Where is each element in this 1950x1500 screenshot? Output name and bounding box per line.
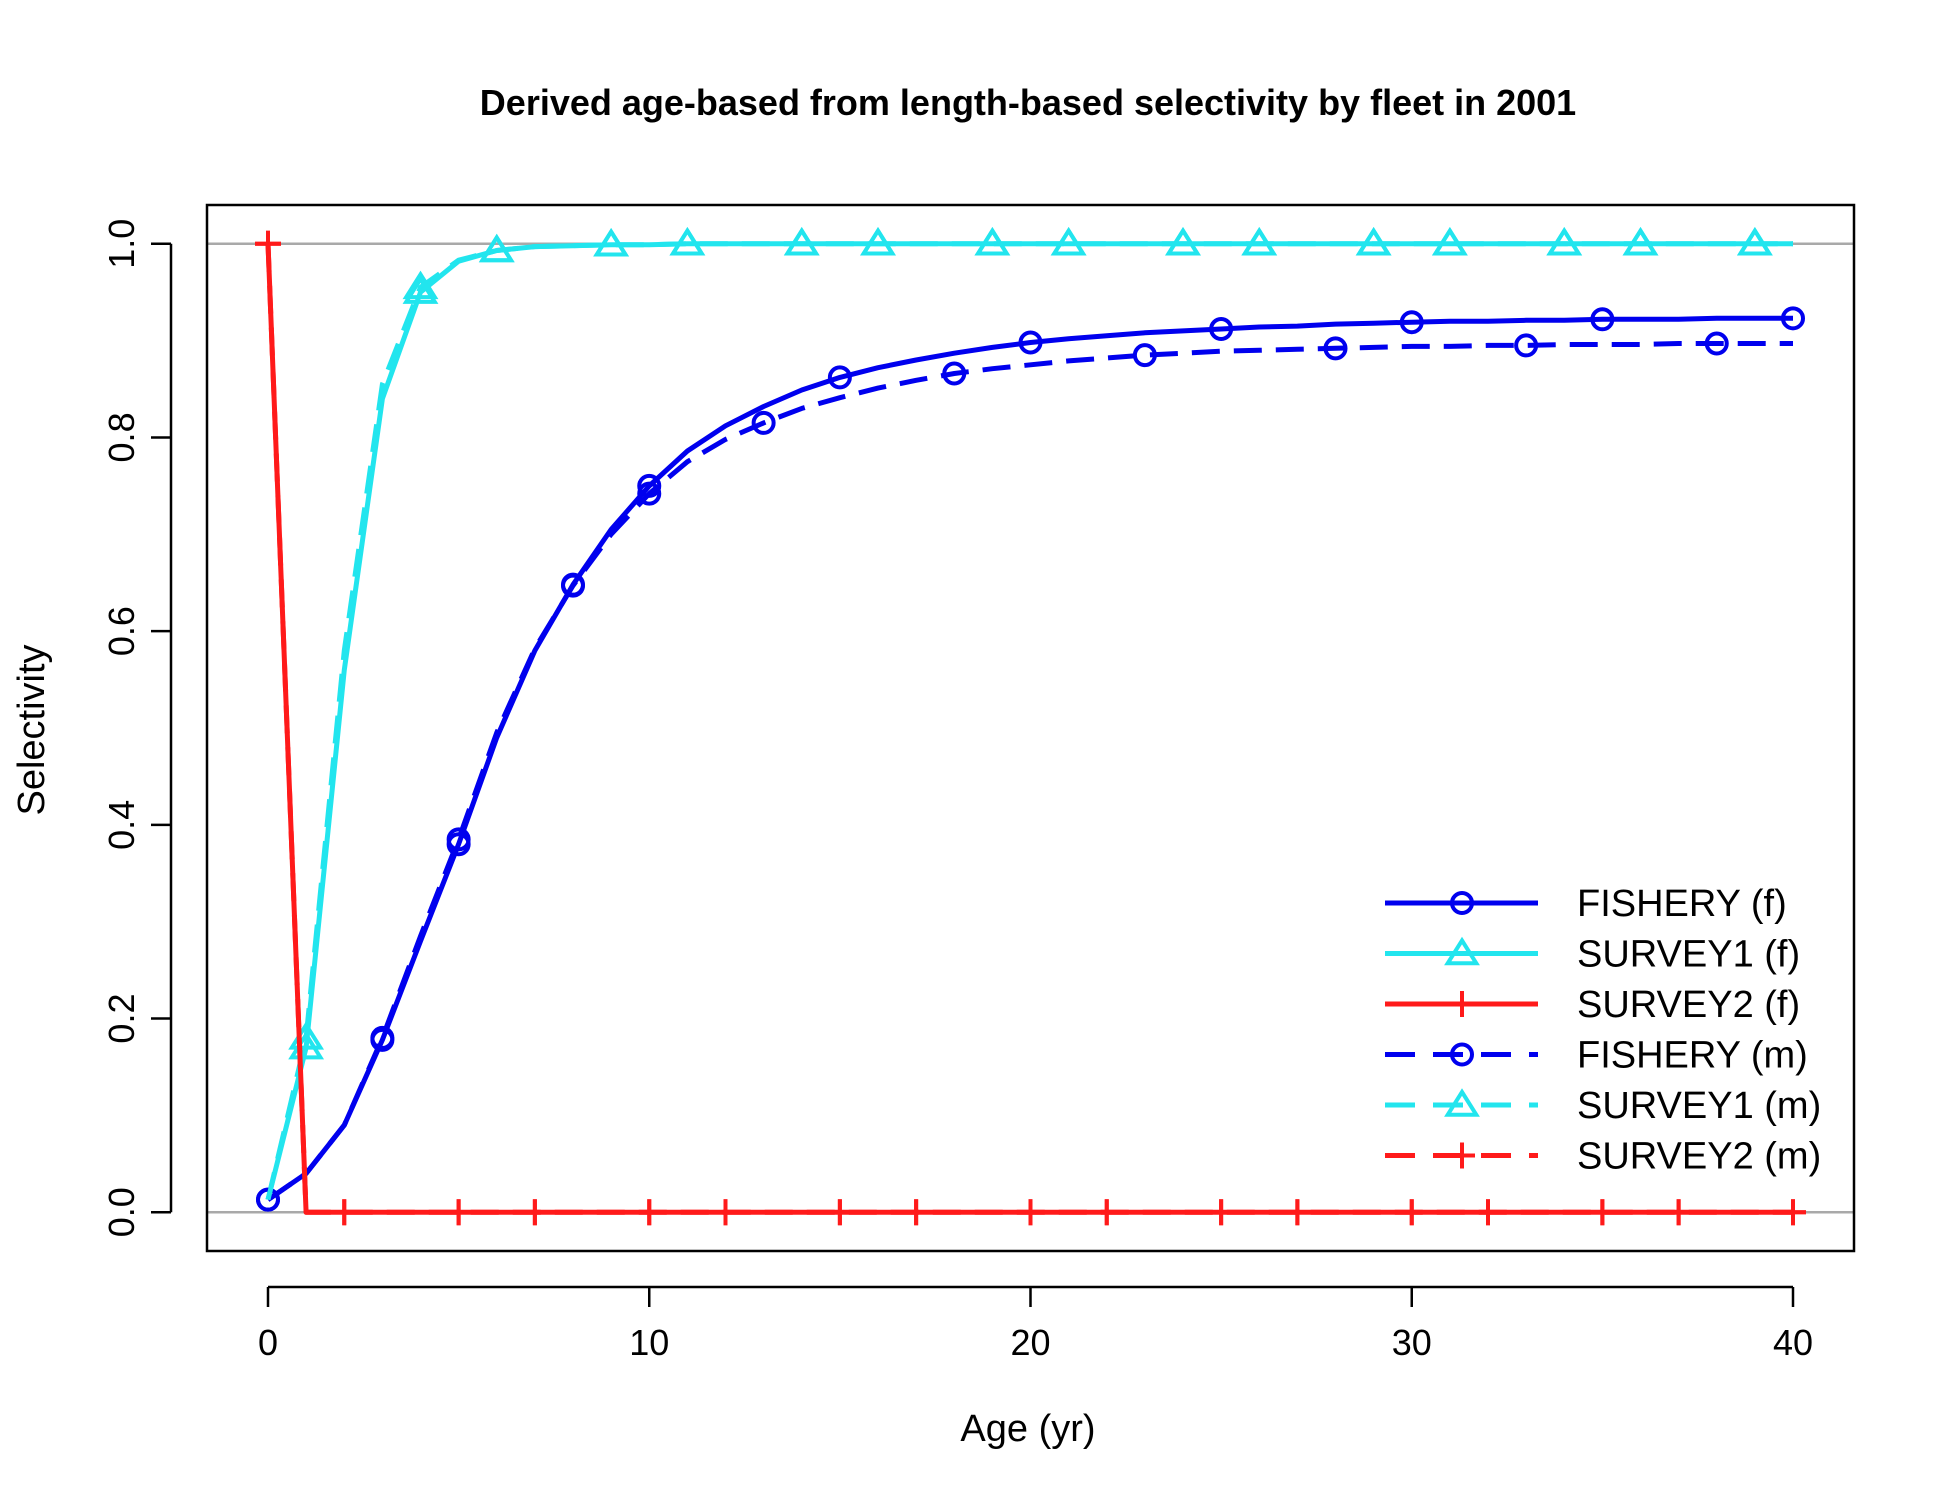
- series-line-0: [266, 315, 1793, 1202]
- series-3: [256, 331, 1793, 1212]
- series-2-point-10: [1208, 1199, 1235, 1226]
- series-0-point-1: [370, 1027, 395, 1052]
- series-1-point-6: [860, 226, 896, 256]
- series-1-point-12: [1431, 226, 1468, 256]
- legend-marker-0: [1450, 891, 1474, 915]
- x-tick-label-0: 0: [258, 1322, 278, 1363]
- legend-marker-2: [1449, 991, 1475, 1017]
- series-3-point-5: [751, 410, 776, 435]
- series-2-point-6: [826, 1199, 853, 1226]
- legend-label-2: SURVEY2 (f): [1577, 984, 1800, 1026]
- series-1-point-9: [1165, 226, 1201, 256]
- series-1: [265, 226, 1793, 1201]
- legend-label-3: FISHERY (m): [1577, 1035, 1808, 1077]
- series-2-point-12: [1398, 1199, 1425, 1226]
- series-2-point-13: [1475, 1199, 1501, 1226]
- legend-marker-4: [1444, 1088, 1480, 1117]
- series-1-point-4: [669, 226, 706, 256]
- series-line-2: [265, 243, 1793, 1215]
- series-2-point-15: [1665, 1199, 1692, 1226]
- y-tick-label-3: 0.6: [101, 606, 142, 656]
- series-2-point-1: [331, 1199, 358, 1226]
- series-2-point-8: [1017, 1199, 1044, 1226]
- series-1-point-1: [402, 275, 439, 304]
- x-tick-label-2: 20: [1010, 1322, 1050, 1363]
- series-2-point-5: [712, 1199, 739, 1226]
- series-0-point-4: [637, 473, 662, 498]
- series-0-point-7: [1209, 316, 1234, 341]
- y-tick-label-4: 0.8: [101, 412, 142, 462]
- series-1-point-13: [1546, 226, 1583, 256]
- series-1-point-8: [1050, 226, 1087, 256]
- plot-frame: [205, 203, 1856, 1253]
- series-5: [255, 230, 1806, 1226]
- series-2-point-7: [903, 1199, 930, 1226]
- series-0-point-3: [561, 572, 585, 597]
- series-line-1: [265, 241, 1793, 1201]
- legend-label-4: SURVEY1 (m): [1577, 1085, 1821, 1127]
- y-tick-label-1: 0.2: [101, 994, 142, 1044]
- series-3-point-7: [1132, 343, 1157, 368]
- series-2-point-4: [636, 1199, 663, 1226]
- series-0-point-5: [827, 365, 852, 390]
- series-2-point-3: [521, 1199, 548, 1226]
- series-1-point-3: [593, 227, 630, 257]
- y-tick-label-2: 0.4: [101, 800, 142, 850]
- legend: FISHERY (f) SURVEY1 (f) SURVEY2 (f) FISHERY…: [1385, 883, 1821, 1178]
- series-1-point-10: [1241, 226, 1278, 256]
- series-0-point-9: [1590, 307, 1615, 332]
- series-line-4: [265, 241, 1793, 1201]
- series-0-point-6: [1018, 330, 1043, 355]
- series-2-point-2: [445, 1199, 472, 1226]
- series-0-point-2: [446, 832, 471, 857]
- series-2-point-16: [1780, 1199, 1806, 1226]
- series-2-point-11: [1284, 1199, 1311, 1226]
- y-axis-label: Selectivity: [11, 644, 53, 815]
- series-2: [255, 230, 1806, 1226]
- series-1-point-14: [1622, 226, 1659, 256]
- x-tick-label-3: 30: [1392, 1322, 1432, 1363]
- legend-marker-3: [1450, 1042, 1474, 1067]
- series-3-point-6: [942, 361, 967, 386]
- y-tick-label-5: 1.0: [101, 219, 142, 269]
- legend-marker-5: [1449, 1142, 1475, 1169]
- series-line-5: [265, 243, 1793, 1215]
- series-2-point-0: [255, 230, 281, 257]
- series-0: [256, 306, 1805, 1212]
- series-2-point-14: [1589, 1199, 1616, 1226]
- x-tick-label-4: 40: [1773, 1322, 1813, 1363]
- series-1-point-11: [1355, 226, 1392, 256]
- plot-area: 0 10 20 30 40 0.0 0.2 0.4 0.6 0.8 1.0: [101, 203, 1856, 1363]
- series-4: [265, 226, 1793, 1201]
- series-0-point-10: [1781, 306, 1805, 331]
- x-axis-label: Age (yr): [960, 1408, 1095, 1450]
- series-1-point-7: [974, 226, 1011, 256]
- legend-label-5: SURVEY2 (m): [1577, 1136, 1821, 1178]
- y-tick-label-0: 0.0: [101, 1187, 142, 1237]
- series-0-point-8: [1399, 310, 1424, 335]
- legend-label-1: SURVEY1 (f): [1577, 934, 1800, 976]
- series-3-point-9: [1514, 333, 1539, 358]
- series-1-point-15: [1736, 226, 1773, 256]
- series-3-point-10: [1704, 331, 1729, 356]
- legend-marker-1: [1444, 936, 1480, 966]
- legend-label-0: FISHERY (f): [1577, 883, 1787, 925]
- x-tick-label-1: 10: [629, 1322, 669, 1363]
- chart-title: Derived age-based from length-based sele…: [480, 82, 1576, 123]
- series-3-point-8: [1323, 336, 1348, 361]
- series-line-3: [266, 341, 1793, 1202]
- series-1-point-5: [783, 226, 820, 256]
- series-2-point-9: [1093, 1199, 1120, 1226]
- series-1-point-2: [478, 233, 515, 263]
